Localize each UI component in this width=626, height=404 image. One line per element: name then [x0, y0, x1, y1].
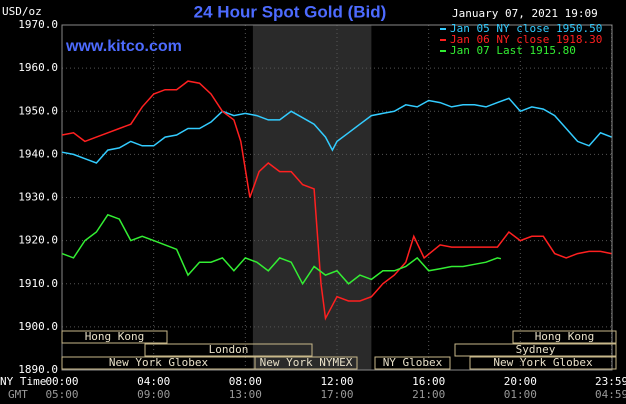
x-axis-label: NY Time [0, 375, 46, 388]
x-tick-label: 08:00 [229, 375, 262, 388]
x-tick-label: 20:00 [504, 375, 537, 388]
x-tick-label: 00:00 [45, 375, 78, 388]
legend-label: Jan 06 NY close 1918.30 [450, 33, 602, 46]
series-line [61, 97, 612, 164]
session-box [374, 356, 451, 370]
x2-tick-label: 04:59 [595, 388, 626, 401]
session-label: Hong Kong [85, 330, 145, 343]
x-tick-label: 16:00 [412, 375, 445, 388]
y-tick-label: 1950.0 [18, 104, 58, 117]
x-tick-label: 12:00 [320, 375, 353, 388]
session-box [254, 356, 358, 370]
session-label: London [209, 343, 249, 356]
x-tick-label: 04:00 [137, 375, 170, 388]
y-tick-label: 1900.0 [18, 320, 58, 333]
session-label: NY Globex [383, 356, 443, 369]
session-box [469, 356, 617, 370]
x2-tick-label: 17:00 [320, 388, 353, 401]
y-tick-label: 1970.0 [18, 18, 58, 31]
session-label: New York Globex [109, 356, 209, 369]
session-label: New York NYMEX [260, 356, 353, 369]
chart-title: 24 Hour Spot Gold (Bid) [194, 2, 387, 21]
series-line [61, 213, 502, 286]
x2-tick-label: 01:00 [504, 388, 537, 401]
y-tick-label: 1930.0 [18, 191, 58, 204]
session-label: New York Globex [493, 356, 593, 369]
watermark: www.kitco.com [65, 38, 182, 55]
y-tick-label: 1910.0 [18, 277, 58, 290]
x2-tick-label: 13:00 [229, 388, 262, 401]
session-label: Hong Kong [535, 330, 595, 343]
plot-frame [61, 24, 613, 371]
session-box [454, 343, 617, 357]
x2-axis-label: GMT [8, 388, 28, 401]
legend-label: Jan 05 NY close 1950.50 [450, 22, 602, 35]
x2-tick-label: 09:00 [137, 388, 170, 401]
series-line [61, 80, 612, 321]
y-tick-label: 1890.0 [18, 363, 58, 376]
y-tick-label: 1960.0 [18, 61, 58, 74]
session-box [512, 330, 617, 344]
x2-tick-label: 21:00 [412, 388, 445, 401]
session-label: Sydney [516, 343, 556, 356]
y-tick-label: 1920.0 [18, 234, 58, 247]
x2-tick-label: 05:00 [45, 388, 78, 401]
timestamp: January 07, 2021 19:09 [452, 7, 598, 20]
shaded-range [252, 25, 372, 370]
y-axis-label: USD/oz [2, 5, 42, 18]
x-tick-label: 23:59 [595, 375, 626, 388]
session-box [61, 330, 168, 344]
y-tick-label: 1940.0 [18, 147, 58, 160]
legend-label: Jan 07 Last 1915.80 [450, 44, 576, 57]
session-box [144, 343, 313, 357]
